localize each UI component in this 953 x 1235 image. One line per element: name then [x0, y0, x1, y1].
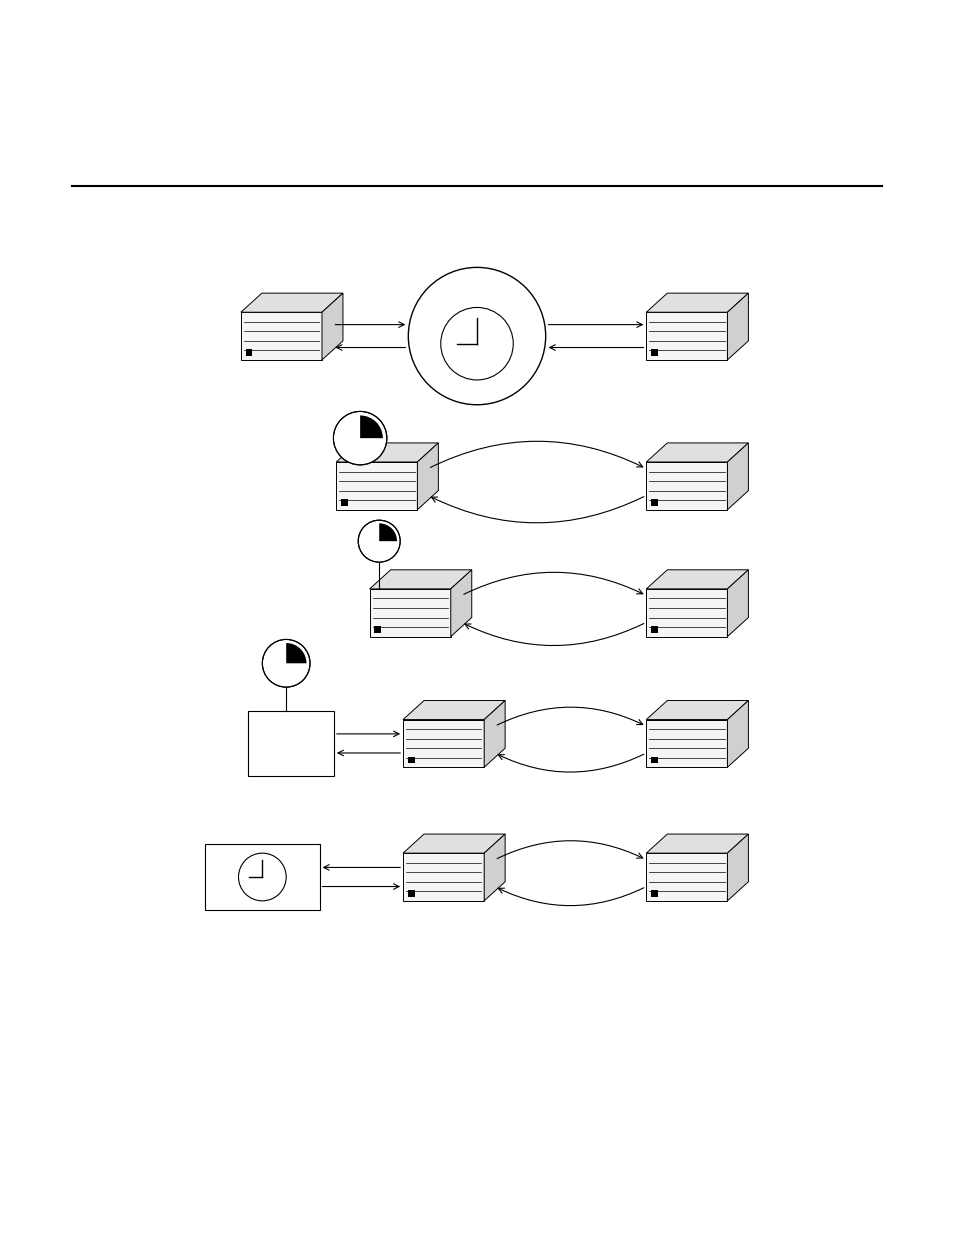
Bar — [374, 626, 381, 632]
Bar — [246, 350, 252, 356]
Polygon shape — [646, 462, 726, 510]
Polygon shape — [403, 834, 505, 853]
Polygon shape — [335, 462, 416, 510]
Polygon shape — [335, 443, 437, 462]
Polygon shape — [321, 293, 343, 359]
Bar — [205, 844, 319, 910]
Polygon shape — [646, 853, 726, 900]
Polygon shape — [646, 720, 726, 767]
Polygon shape — [369, 569, 471, 589]
Polygon shape — [646, 293, 747, 312]
Polygon shape — [726, 700, 747, 767]
Polygon shape — [646, 443, 747, 462]
Circle shape — [334, 411, 387, 464]
Circle shape — [262, 640, 310, 687]
Polygon shape — [416, 443, 437, 510]
Polygon shape — [646, 834, 747, 853]
Circle shape — [358, 520, 400, 562]
Polygon shape — [646, 700, 747, 720]
Polygon shape — [369, 589, 450, 636]
Polygon shape — [726, 569, 747, 636]
Polygon shape — [240, 312, 321, 359]
Polygon shape — [726, 834, 747, 900]
Bar — [650, 499, 657, 506]
Bar — [650, 890, 657, 897]
Bar — [248, 711, 334, 776]
Wedge shape — [379, 524, 396, 541]
Polygon shape — [403, 700, 505, 720]
Bar — [650, 626, 657, 632]
Bar — [408, 757, 414, 763]
Polygon shape — [484, 834, 505, 900]
Circle shape — [408, 268, 545, 405]
Polygon shape — [726, 293, 747, 359]
Polygon shape — [646, 589, 726, 636]
Circle shape — [440, 308, 513, 380]
Bar — [650, 350, 657, 356]
Wedge shape — [286, 643, 306, 663]
Polygon shape — [240, 293, 343, 312]
Wedge shape — [360, 415, 382, 438]
Polygon shape — [403, 853, 484, 900]
Bar — [341, 499, 348, 506]
Polygon shape — [450, 569, 471, 636]
Circle shape — [238, 853, 286, 900]
Polygon shape — [484, 700, 505, 767]
Polygon shape — [646, 569, 747, 589]
Polygon shape — [646, 312, 726, 359]
Bar — [408, 890, 414, 897]
Polygon shape — [726, 443, 747, 510]
Polygon shape — [403, 720, 484, 767]
Bar — [650, 757, 657, 763]
